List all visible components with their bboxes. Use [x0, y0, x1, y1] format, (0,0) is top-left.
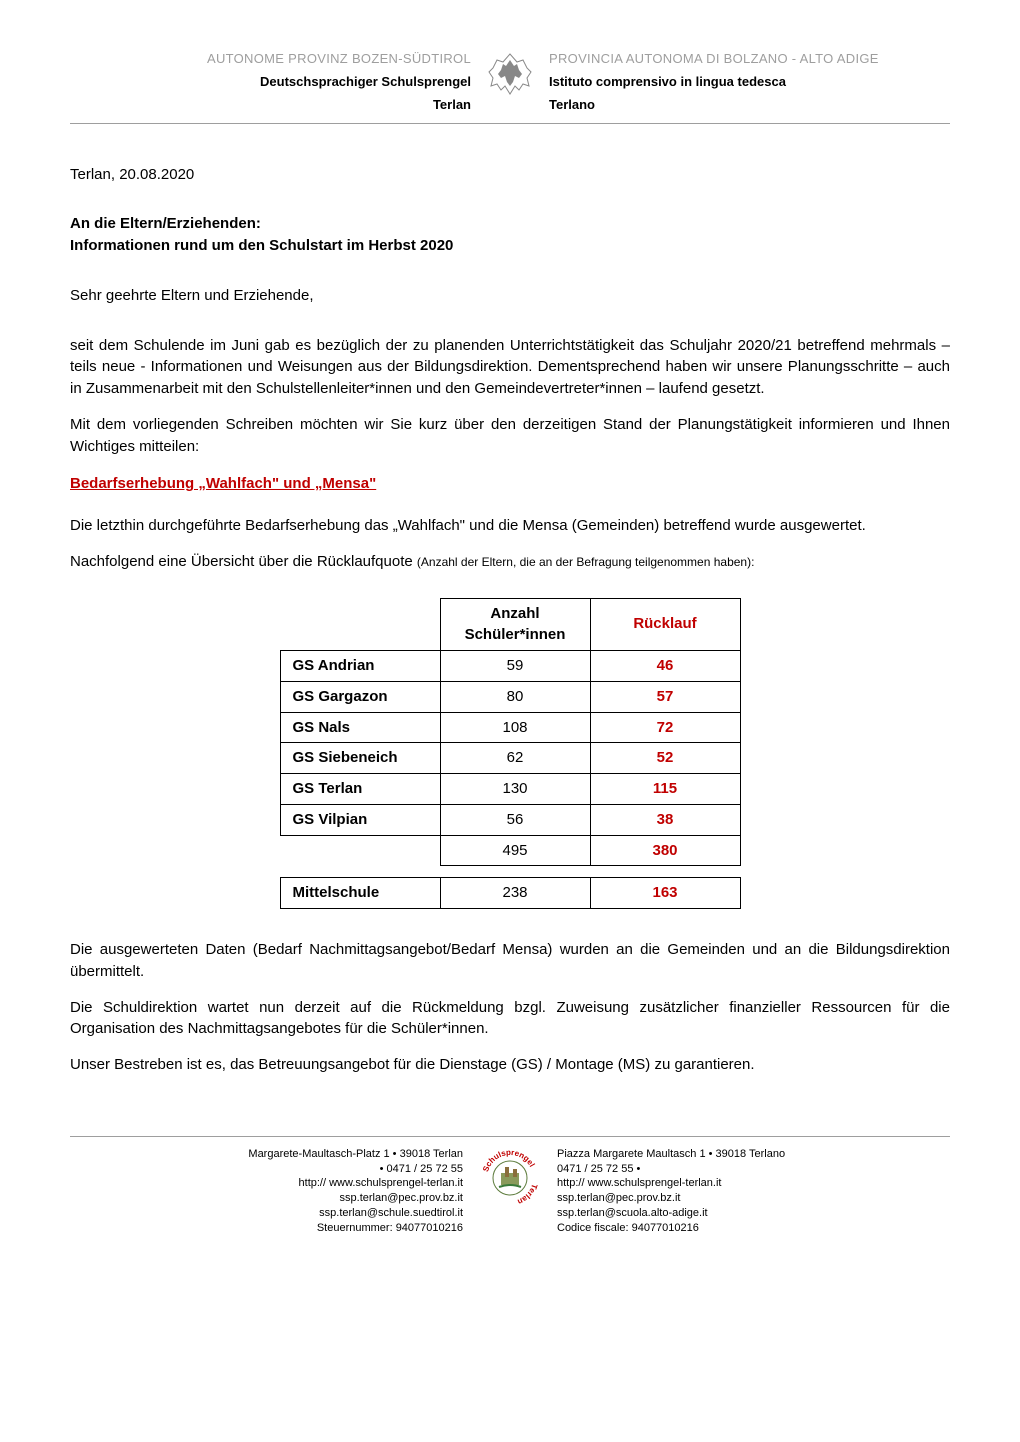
footer-line: http:// www.schulsprengel-terlan.it: [557, 1176, 950, 1191]
province-left: AUTONOME PROVINZ BOZEN-SÜDTIROL: [70, 50, 471, 69]
footer-left: Margarete-Maultasch-Platz 1 • 39018 Terl…: [70, 1147, 475, 1236]
table-row: GS Siebeneich 62 52: [280, 743, 740, 774]
table-cell-label: GS Siebeneich: [280, 743, 440, 774]
table-header-row: Anzahl Schüler*innen Rücklauf: [280, 598, 740, 651]
footer-line: Piazza Margarete Maultasch 1 • 39018 Ter…: [557, 1147, 950, 1162]
table-total-resp: 380: [590, 835, 740, 866]
table-header-response: Rücklauf: [590, 598, 740, 651]
table-cell-count: 59: [440, 651, 590, 682]
footer-line: • 0471 / 25 72 55: [70, 1162, 463, 1177]
footer-line: http:// www.schulsprengel-terlan.it: [70, 1176, 463, 1191]
paragraph-5: Die ausgewerteten Daten (Bedarf Nachmitt…: [70, 939, 950, 983]
org-left-line2: Terlan: [70, 96, 471, 115]
letterhead: AUTONOME PROVINZ BOZEN-SÜDTIROL Deutschs…: [70, 50, 950, 115]
subject-line2: Informationen rund um den Schulstart im …: [70, 235, 950, 257]
paragraph-4: Nachfolgend eine Übersicht über die Rück…: [70, 551, 950, 573]
subject-line1: An die Eltern/Erziehenden:: [70, 213, 950, 235]
org-right-line1: Istituto comprensivo in lingua tedesca: [549, 73, 950, 92]
paragraph-3: Die letzthin durchgeführte Bedarfserhebu…: [70, 515, 950, 537]
table-cell-resp: 52: [590, 743, 740, 774]
table-cell-resp: 46: [590, 651, 740, 682]
table-cell-resp: 72: [590, 712, 740, 743]
table-row: GS Vilpian 56 38: [280, 804, 740, 835]
table-cell-resp: 115: [590, 774, 740, 805]
province-right: PROVINCIA AUTONOMA DI BOLZANO - ALTO ADI…: [549, 50, 950, 69]
org-right-line2: Terlano: [549, 96, 950, 115]
table-row: GS Nals 108 72: [280, 712, 740, 743]
footer-logo-icon: Schulsprengel Terlan: [475, 1147, 545, 1209]
table-cell-label: GS Terlan: [280, 774, 440, 805]
paragraph-6: Die Schuldirektion wartet nun derzeit au…: [70, 997, 950, 1041]
table-cell-label: GS Vilpian: [280, 804, 440, 835]
paragraph-2: Mit dem vorliegenden Schreiben möchten w…: [70, 414, 950, 458]
date: Terlan, 20.08.2020: [70, 164, 950, 186]
section-title: Bedarfserhebung „Wahlfach" und „Mensa": [70, 473, 950, 495]
footer-line: ssp.terlan@schule.suedtirol.it: [70, 1206, 463, 1221]
salutation: Sehr geehrte Eltern und Erziehende,: [70, 285, 950, 307]
eagle-logo-icon: [483, 50, 537, 104]
footer-line: 0471 / 25 72 55 •: [557, 1162, 950, 1177]
footer-line: Codice fiscale: 94077010216: [557, 1221, 950, 1236]
letterhead-right: PROVINCIA AUTONOMA DI BOLZANO - ALTO ADI…: [537, 50, 950, 115]
paragraph-4-main: Nachfolgend eine Übersicht über die Rück…: [70, 553, 417, 570]
table-row: GS Andrian 59 46: [280, 651, 740, 682]
table-row: GS Gargazon 80 57: [280, 681, 740, 712]
table-cell-count: 80: [440, 681, 590, 712]
table-ms-label: Mittelschule: [280, 878, 440, 909]
table-total-count: 495: [440, 835, 590, 866]
paragraph-4-small: (Anzahl der Eltern, die an der Befragung…: [417, 555, 755, 569]
response-table-wrap: Anzahl Schüler*innen Rücklauf GS Andrian…: [70, 598, 950, 910]
table-ms-resp: 163: [590, 878, 740, 909]
letterhead-left: AUTONOME PROVINZ BOZEN-SÜDTIROL Deutschs…: [70, 50, 483, 115]
table-cell-count: 130: [440, 774, 590, 805]
table-cell-label: GS Nals: [280, 712, 440, 743]
response-table: Anzahl Schüler*innen Rücklauf GS Andrian…: [280, 598, 741, 910]
subject: An die Eltern/Erziehenden: Informationen…: [70, 213, 950, 257]
table-cell-count: 62: [440, 743, 590, 774]
footer-divider: [70, 1136, 950, 1137]
table-header-empty: [280, 598, 440, 651]
paragraph-7: Unser Bestreben ist es, das Betreuungsan…: [70, 1054, 950, 1076]
table-cell-label: GS Andrian: [280, 651, 440, 682]
table-ms-count: 238: [440, 878, 590, 909]
footer-line: Steuernummer: 94077010216: [70, 1221, 463, 1236]
table-total-label: [280, 835, 440, 866]
table-header-count: Anzahl Schüler*innen: [440, 598, 590, 651]
table-cell-count: 56: [440, 804, 590, 835]
footer-right: Piazza Margarete Maultasch 1 • 39018 Ter…: [545, 1147, 950, 1236]
org-left-line1: Deutschsprachiger Schulsprengel: [70, 73, 471, 92]
paragraph-1: seit dem Schulende im Juni gab es bezügl…: [70, 335, 950, 400]
footer: Margarete-Maultasch-Platz 1 • 39018 Terl…: [70, 1147, 950, 1236]
footer-line: ssp.terlan@pec.prov.bz.it: [70, 1191, 463, 1206]
table-cell-resp: 38: [590, 804, 740, 835]
table-row: GS Terlan 130 115: [280, 774, 740, 805]
footer-line: ssp.terlan@pec.prov.bz.it: [557, 1191, 950, 1206]
footer-line: Margarete-Maultasch-Platz 1 • 39018 Terl…: [70, 1147, 463, 1162]
table-cell-label: GS Gargazon: [280, 681, 440, 712]
table-spacer: [280, 866, 740, 878]
table-cell-count: 108: [440, 712, 590, 743]
table-cell-resp: 57: [590, 681, 740, 712]
table-total-row: 495 380: [280, 835, 740, 866]
table-ms-row: Mittelschule 238 163: [280, 878, 740, 909]
letterhead-divider: [70, 123, 950, 124]
footer-line: ssp.terlan@scuola.alto-adige.it: [557, 1206, 950, 1221]
